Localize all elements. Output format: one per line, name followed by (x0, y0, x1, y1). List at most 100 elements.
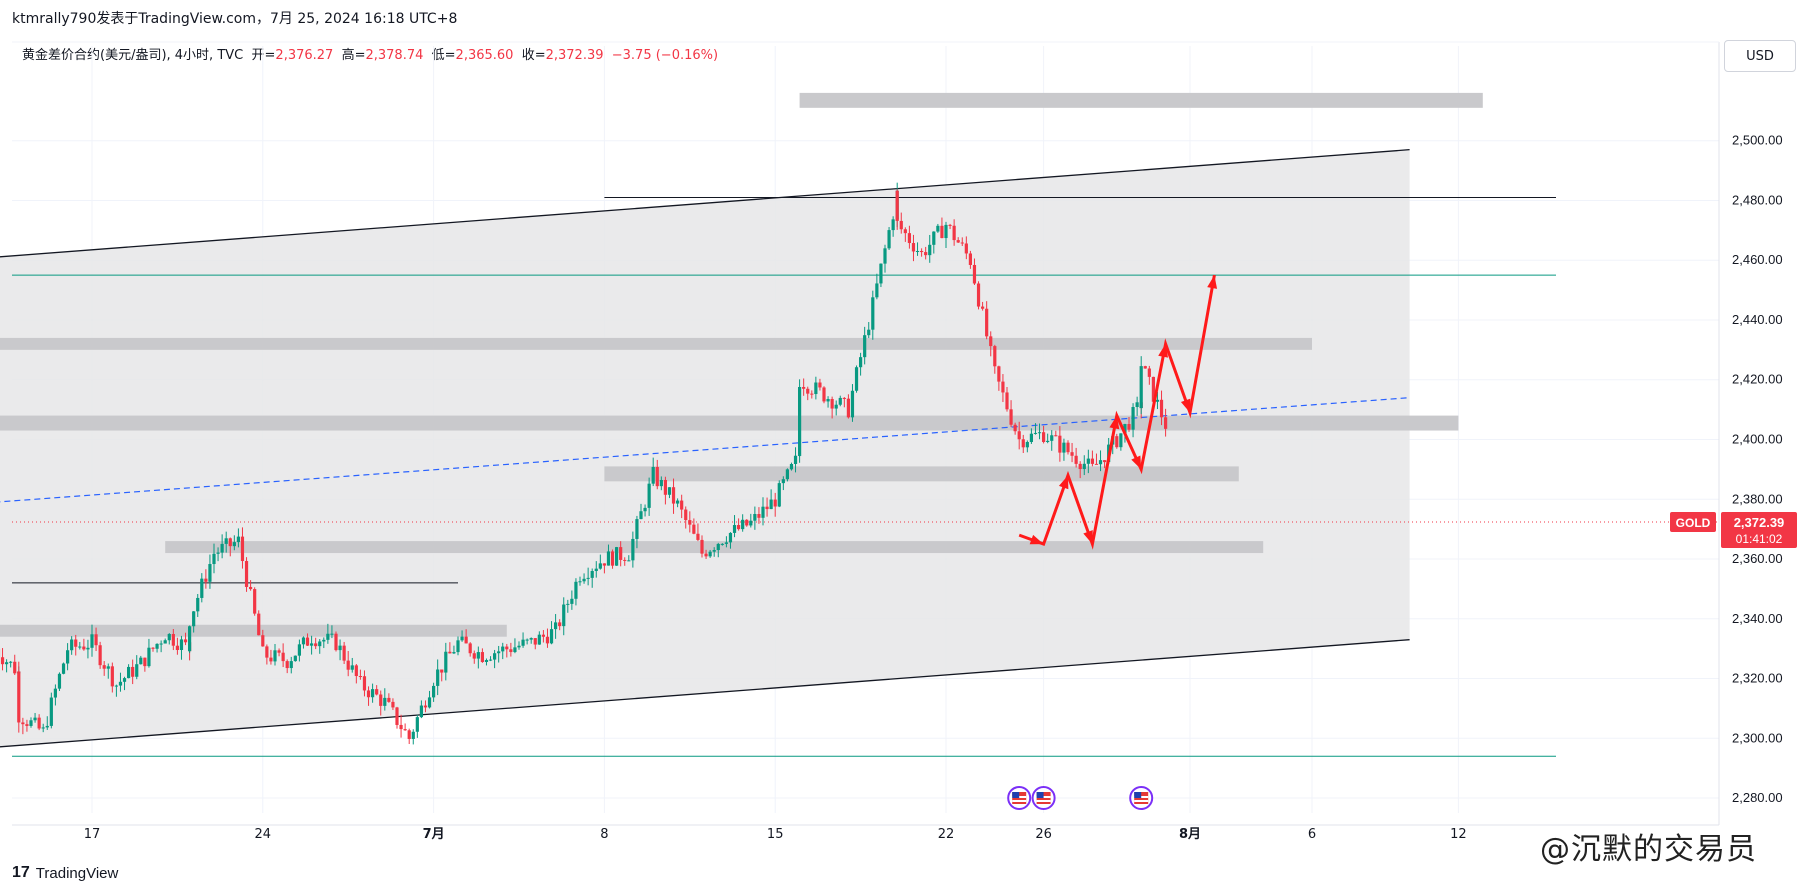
candle (985, 301, 989, 340)
candle-body (850, 390, 855, 418)
candle-body (488, 659, 493, 661)
candle (78, 641, 82, 650)
candle (415, 714, 419, 738)
candle-body (127, 666, 131, 679)
candle (757, 507, 761, 524)
candle (346, 651, 350, 677)
author-watermark: @沉默的交易员 (1540, 832, 1757, 867)
candle (676, 498, 680, 508)
candle (1159, 390, 1164, 426)
candle-body (220, 543, 224, 553)
candle (1066, 440, 1070, 455)
candle (366, 686, 371, 706)
candle (362, 670, 367, 697)
candle-body (167, 633, 171, 641)
candle-body (175, 645, 179, 651)
candle-body (1066, 442, 1070, 453)
candle-body (643, 507, 647, 512)
candle (1094, 453, 1099, 465)
candle (497, 645, 501, 663)
candle-body (228, 538, 232, 547)
candle (90, 624, 94, 657)
y-tick-label: 2,480.00 (1732, 192, 1783, 207)
candle (956, 237, 960, 243)
candle-body (224, 538, 228, 544)
candle (188, 625, 192, 654)
candle (643, 504, 647, 517)
candle-body (566, 603, 570, 605)
candle (981, 301, 985, 311)
candle (118, 672, 123, 692)
candle (204, 569, 208, 589)
candle (936, 223, 940, 233)
candle-body (358, 676, 362, 678)
candle-body (236, 536, 240, 543)
candle (1155, 391, 1160, 410)
candle (1033, 423, 1038, 435)
candle (509, 642, 513, 657)
y-tick-label: 2,360.00 (1732, 551, 1783, 566)
candle (976, 281, 981, 310)
candle-body (257, 613, 261, 636)
currency-button[interactable]: USD (1724, 40, 1796, 72)
candle (574, 578, 578, 606)
candle (769, 489, 773, 510)
candle (582, 573, 586, 584)
candle-body (700, 539, 704, 554)
candle (680, 494, 684, 519)
candle (423, 700, 428, 713)
candle (615, 546, 619, 566)
candle-body (318, 641, 322, 647)
last-price-tag: GOLD 2,372.39 01:41:02 (1670, 511, 1797, 548)
candle (1086, 449, 1090, 474)
candle (859, 352, 863, 376)
tradingview-logo[interactable]: 17 TradingView (12, 864, 118, 882)
candle-body (456, 640, 460, 653)
candle (891, 216, 895, 237)
economic-event-2 (1129, 786, 1154, 810)
symbol-name[interactable]: 黄金差价合约(美元/盎司), 4小时, TVC (22, 48, 244, 63)
candle (619, 541, 623, 567)
candle (293, 655, 297, 662)
channel-upper-line (0, 149, 1410, 258)
x-tick-label: 15 (767, 827, 784, 842)
symbol-tag-text: GOLD (1676, 516, 1711, 530)
candle (216, 547, 220, 562)
candle-body (423, 705, 428, 708)
candle-body (102, 665, 106, 669)
candle (846, 394, 850, 419)
candle (273, 644, 277, 666)
candle-body (151, 647, 155, 649)
y-tick-label: 2,380.00 (1732, 491, 1783, 506)
candle (257, 610, 261, 636)
candle-body (379, 694, 383, 706)
candle-body (163, 640, 167, 644)
candle-body (517, 645, 521, 648)
candle-body (684, 509, 688, 521)
candle (993, 344, 997, 374)
candle-body (529, 638, 533, 640)
candle-body (37, 717, 41, 729)
candle-body (671, 487, 676, 504)
candle (224, 531, 228, 553)
candle (269, 649, 273, 665)
candle (537, 631, 541, 645)
candle (240, 527, 245, 569)
candle (765, 497, 769, 517)
candle-body (940, 225, 944, 239)
candle (1139, 356, 1143, 415)
x-tick-label: 17 (84, 827, 101, 842)
candle-body (558, 622, 562, 627)
candle-body (1005, 392, 1009, 410)
candle (708, 549, 712, 558)
candle-body (497, 651, 501, 654)
candle-body (887, 230, 891, 249)
candle (501, 642, 505, 660)
candle-body (928, 244, 932, 256)
candle-body (200, 578, 204, 598)
candle (391, 698, 395, 711)
candle-body (188, 626, 192, 652)
candle-body (952, 225, 956, 241)
candle-body (1147, 368, 1151, 377)
